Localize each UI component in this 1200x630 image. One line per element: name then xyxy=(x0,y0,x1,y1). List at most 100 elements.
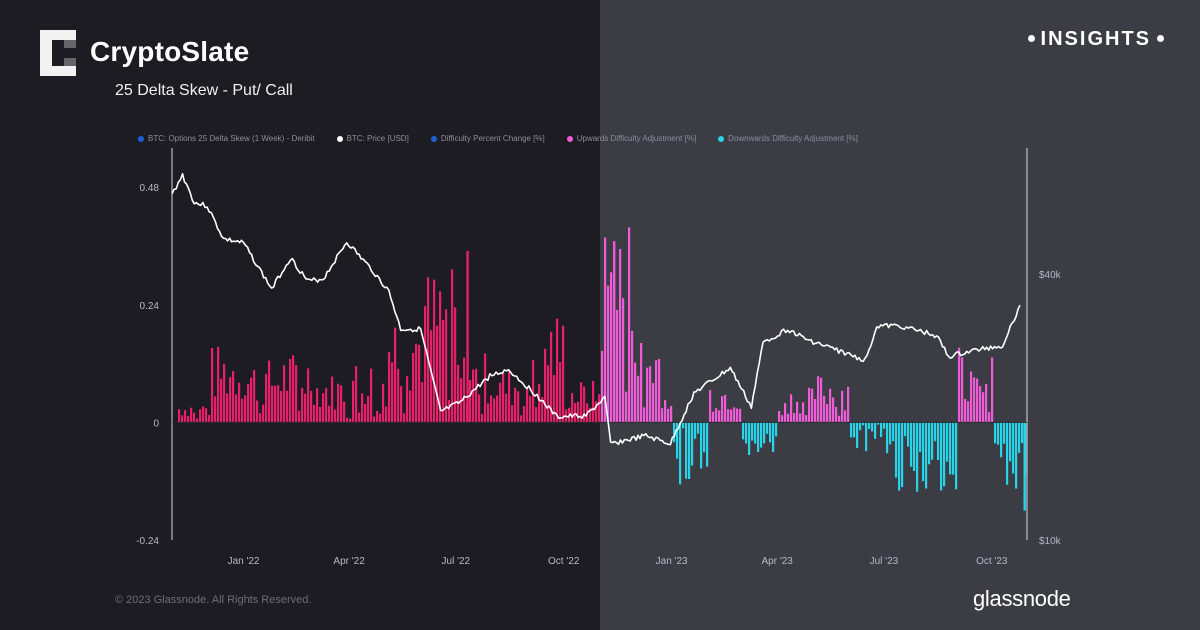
skew-bar xyxy=(748,422,751,455)
skew-bar xyxy=(1003,422,1006,444)
skew-bar xyxy=(922,422,925,482)
legend-label: Downwards Difficulty Adjustment [%] xyxy=(728,134,858,143)
y-tick-label-left: 0.24 xyxy=(140,301,160,312)
skew-bar xyxy=(337,383,340,423)
skew-bar xyxy=(433,279,436,423)
skew-bar xyxy=(907,422,910,447)
skew-bar xyxy=(979,386,982,423)
skew-bar xyxy=(982,392,985,423)
skew-bar xyxy=(409,390,412,423)
skew-bar xyxy=(418,344,421,423)
skew-bar xyxy=(193,412,196,423)
skew-bar xyxy=(598,394,601,423)
skew-bar xyxy=(838,415,841,423)
skew-bar xyxy=(973,377,976,423)
legend-item-skew[interactable]: BTC: Options 25 Delta Skew (1 Week) - De… xyxy=(138,134,315,143)
skew-bar xyxy=(727,409,730,423)
skew-bar xyxy=(826,404,829,423)
skew-bar xyxy=(523,406,526,423)
skew-bar xyxy=(448,399,451,423)
legend-item-difficulty-change[interactable]: Difficulty Percent Change [%] xyxy=(430,134,545,143)
chart-legend: BTC: Options 25 Delta Skew (1 Week) - De… xyxy=(138,134,880,143)
skew-bar xyxy=(847,386,850,423)
skew-bar xyxy=(823,395,826,423)
skew-bar xyxy=(424,306,427,423)
skew-bar xyxy=(511,405,514,423)
skew-bar xyxy=(721,396,724,423)
legend-item-price[interactable]: BTC: Price [USD] xyxy=(336,134,409,143)
skew-bar xyxy=(214,396,217,423)
skew-bar xyxy=(502,372,505,423)
skew-bar xyxy=(835,406,838,423)
skew-bar xyxy=(382,383,385,423)
skew-bar xyxy=(319,407,322,423)
skew-bar xyxy=(637,375,640,423)
skew-bar xyxy=(739,408,742,423)
skew-bar xyxy=(349,418,352,423)
skew-bar xyxy=(757,422,760,452)
skew-bar xyxy=(673,422,676,443)
skew-bar xyxy=(244,395,247,423)
skew-bar xyxy=(715,408,718,423)
skew-bar xyxy=(943,422,946,487)
skew-bar xyxy=(919,422,922,452)
skew-bar xyxy=(640,343,643,423)
skew-bar xyxy=(892,422,895,442)
x-tick-label: Jan '23 xyxy=(656,556,688,567)
y-tick-label-left: -0.24 xyxy=(136,536,159,547)
skew-bar xyxy=(994,422,997,444)
skew-bar xyxy=(958,347,961,423)
skew-bar xyxy=(529,396,532,423)
legend-label: BTC: Price [USD] xyxy=(346,134,409,143)
skew-bar xyxy=(364,403,367,423)
skew-bar xyxy=(904,422,907,437)
skew-bar xyxy=(868,422,871,429)
skew-bar xyxy=(274,385,277,423)
skew-bar xyxy=(196,418,199,423)
skew-bar xyxy=(283,365,286,423)
skew-bar xyxy=(880,422,883,438)
skew-bar xyxy=(217,346,220,423)
skew-bar xyxy=(262,404,265,423)
skew-bar xyxy=(370,368,373,423)
skew-bar xyxy=(724,395,727,423)
skew-bar xyxy=(340,385,343,423)
skew-bar xyxy=(187,416,190,423)
skew-bar-spike xyxy=(613,241,616,423)
skew-bar xyxy=(949,422,952,475)
skew-bar xyxy=(361,393,364,423)
y-tick-label-right: $10k xyxy=(1039,536,1062,547)
skew-bar xyxy=(646,367,649,423)
legend-swatch xyxy=(566,135,573,142)
skew-bar xyxy=(1006,422,1009,485)
skew-bar xyxy=(661,408,664,423)
skew-bar xyxy=(562,325,565,423)
skew-bar xyxy=(313,404,316,423)
legend-item-upwards-adjustment[interactable]: Upwards Difficulty Adjustment [%] xyxy=(566,134,696,143)
skew-bar xyxy=(439,291,442,423)
legend-item-downwards-adjustment[interactable]: Downwards Difficulty Adjustment [%] xyxy=(718,134,858,143)
skew-bar xyxy=(775,422,778,437)
skew-bar xyxy=(391,362,394,423)
skew-bar xyxy=(250,377,253,423)
skew-bar xyxy=(379,413,382,423)
skew-bar xyxy=(535,407,538,423)
x-tick-label: Oct '23 xyxy=(976,556,1008,567)
skew-bar xyxy=(412,353,415,423)
skew-bar xyxy=(931,422,934,460)
legend-swatch xyxy=(430,135,437,142)
skew-bar xyxy=(655,360,658,423)
y-tick-label-right: $40k xyxy=(1039,270,1062,281)
skew-bar xyxy=(697,422,700,434)
skew-bar xyxy=(229,377,232,423)
skew-bar xyxy=(469,380,472,423)
skew-bar xyxy=(676,422,679,459)
skew-bar xyxy=(961,357,964,423)
skew-bar xyxy=(688,422,691,479)
skew-bar xyxy=(736,408,739,423)
skew-bar xyxy=(703,422,706,453)
skew-bar xyxy=(814,399,817,423)
skew-bar xyxy=(985,384,988,423)
skew-bar xyxy=(190,407,193,423)
skew-bar xyxy=(286,390,289,423)
